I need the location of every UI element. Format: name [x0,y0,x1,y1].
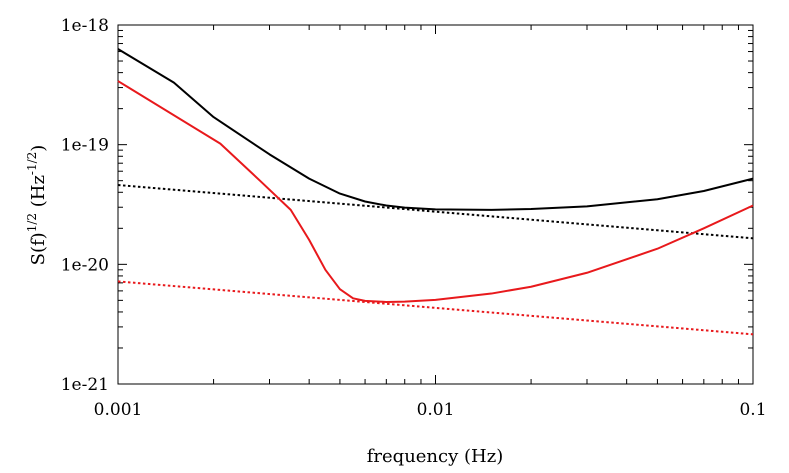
x-tick-label: 0.001 [94,400,143,420]
y-axis-title-unit-close: ) [28,145,49,152]
x-tick-label: 0.01 [417,400,455,420]
y-axis-title-unit-open: (Hz [28,175,49,213]
y-axis-title-base: S(f) [28,232,49,265]
x-tick-label: 0.1 [739,400,766,420]
plot-area [117,24,754,385]
series-line-1-solid [117,48,754,211]
y-tick-label: 1e-21 [61,375,109,395]
ticks: 0.001 0.01 0.1 1e-21 1e-20 1e-19 1e-18 [61,16,767,420]
y-tick-label: 1e-19 [61,136,109,156]
y-axis-title: S(f)1/2 (Hz-1/2) [25,145,49,266]
series-line-3-solid [117,80,754,303]
y-axis-title-unit-sup: -1/2 [25,152,39,175]
y-tick-label: 1e-18 [61,16,109,36]
y-axis-title-base-sup: 1/2 [25,213,39,232]
series-line-2-dotted [117,184,754,240]
series-group [117,48,754,336]
x-axis-title: frequency (Hz) [367,446,503,467]
series-line-4-dotted [117,280,754,336]
y-tick-label: 1e-20 [61,255,109,275]
